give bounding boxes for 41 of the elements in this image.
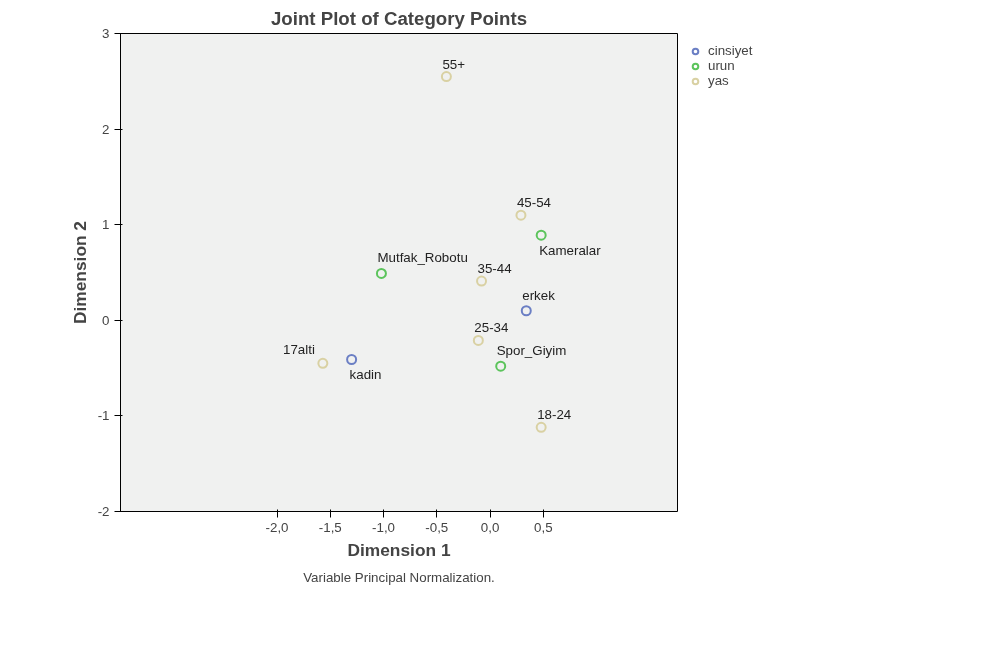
point [495, 360, 507, 372]
x-tick-label: -2,0 [265, 519, 289, 535]
y-tick-label: -2 [97, 504, 110, 519]
x-tick-label: -1,0 [372, 519, 396, 535]
annotation: kadin [349, 367, 382, 383]
annotation: Kameralar [539, 243, 602, 259]
y-tick-label: 2 [102, 121, 110, 137]
point [375, 267, 387, 279]
annotation: Mutfak_Robotu [377, 250, 468, 266]
annotation: 45-54 [516, 195, 552, 211]
annotation: 55+ [442, 56, 466, 72]
legend-label: cinsiyet [708, 43, 753, 58]
annotation: 25-34 [474, 320, 510, 336]
point [346, 354, 358, 365]
annotation: Spor_Giyim [496, 343, 567, 359]
point [535, 421, 547, 433]
annotation: 35-44 [477, 261, 513, 277]
legend-label: urun [708, 58, 735, 73]
text: Variable Principal Normalization. [303, 569, 495, 585]
x-tick-label: 0,5 [534, 519, 553, 535]
y-tick-label: 0 [102, 312, 110, 328]
y-tick-label: 3 [102, 26, 110, 41]
y-axis-title: Dimension 2 [69, 220, 90, 325]
point [440, 71, 452, 83]
x-tick-label: -1,5 [318, 519, 342, 535]
x-axis-title: Dimension 1 [347, 539, 451, 560]
point [476, 275, 488, 287]
x-tick-label: -0,5 [425, 519, 449, 535]
point [515, 209, 527, 221]
point [535, 229, 547, 241]
point [520, 305, 532, 317]
annotation: 17alti [282, 342, 315, 358]
y-tick-label: -1 [97, 408, 110, 424]
x-tick-label: 0,0 [480, 519, 500, 535]
annotation: erkek [522, 287, 556, 303]
chart-title: Joint Plot of Category Points [270, 7, 528, 29]
point [472, 334, 484, 346]
point [317, 357, 329, 369]
legend-label: yas [708, 73, 729, 88]
y-tick-label: 1 [102, 217, 110, 233]
annotation: 18-24 [537, 407, 572, 423]
